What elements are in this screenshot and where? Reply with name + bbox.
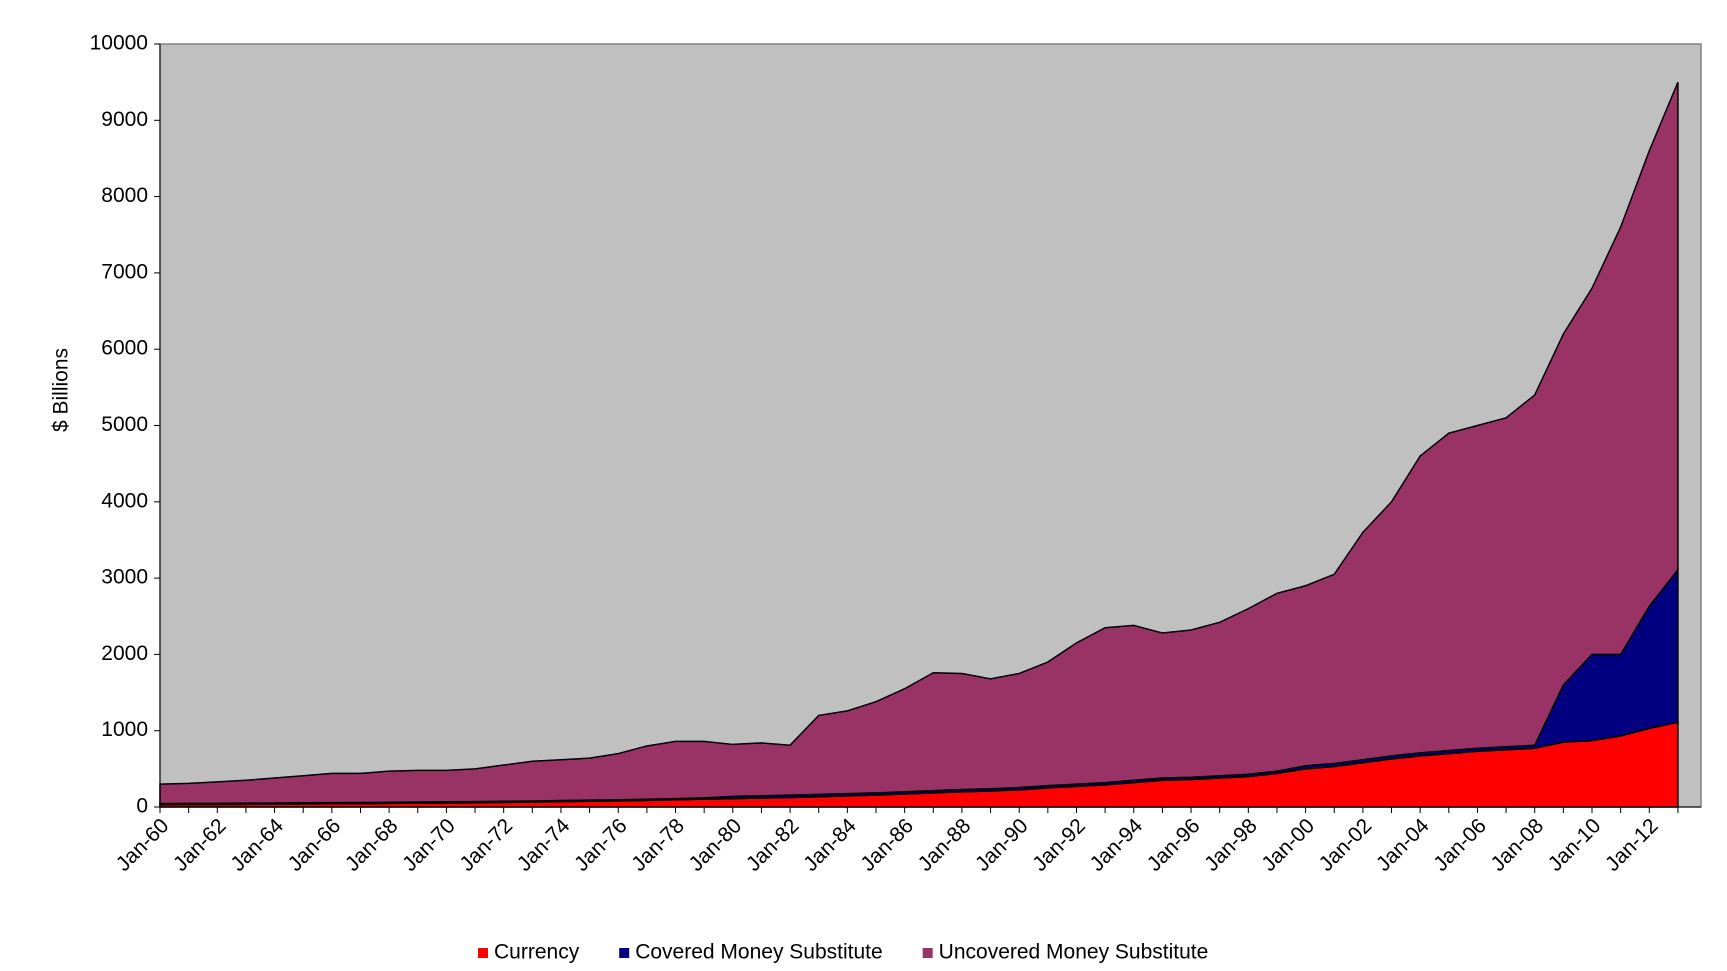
x-tick-label: Jan-90: [971, 814, 1033, 876]
y-tick-label: 3000: [101, 566, 148, 589]
x-tick-label: Jan-64: [226, 814, 288, 876]
area: [159, 81, 1679, 805]
legend: Currency Covered Money Substitute Uncovere…: [478, 941, 1208, 964]
x-tick-label: Jan-94: [1086, 814, 1148, 876]
x-tick-label: Jan-08: [1487, 814, 1549, 876]
x-tick-label: Jan-00: [1257, 814, 1319, 876]
y-tick-label: 7000: [101, 260, 148, 283]
x-tick-label: Jan-74: [513, 814, 575, 876]
x-tick-label: Jan-06: [1429, 814, 1491, 876]
legend-label: Covered Money Substitute: [635, 941, 882, 964]
x-tick-label: Jan-82: [742, 814, 804, 876]
y-tick-label: 9000: [101, 108, 148, 131]
y-tick-label: 6000: [101, 337, 148, 360]
x-tick-label: Jan-04: [1372, 814, 1434, 876]
x-tick-label: Jan-78: [627, 814, 689, 876]
x-tick-label: Jan-60: [112, 814, 174, 876]
x-tick-label: Jan-88: [914, 814, 976, 876]
x-tick-label: Jan-02: [1315, 814, 1377, 876]
legend-label: Uncovered Money Substitute: [939, 941, 1209, 964]
x-tick-label: Jan-12: [1601, 814, 1663, 876]
legend-swatch: [619, 948, 630, 958]
y-tick-label: 1000: [101, 718, 148, 741]
legend-swatch: [478, 948, 488, 958]
legend-label: Currency: [494, 941, 580, 964]
x-tick-label: Jan-70: [398, 814, 460, 876]
x-tick-label: Jan-10: [1544, 814, 1606, 876]
x-tick-label: Jan-72: [455, 814, 517, 876]
y-tick-label: 8000: [101, 184, 148, 207]
y-tick-label: 0: [136, 795, 148, 818]
x-tick-label: Jan-84: [799, 814, 861, 876]
x-tick-label: Jan-80: [685, 814, 747, 876]
x-tick-label: Jan-66: [284, 814, 346, 876]
y-tick-label: 4000: [101, 489, 148, 512]
x-tick-label: Jan-86: [856, 814, 918, 876]
x-tick-label: Jan-92: [1028, 814, 1090, 876]
y-tick-label: 10000: [90, 32, 148, 55]
x-tick-label: Jan-98: [1200, 814, 1262, 876]
x-tick-label: Jan-62: [169, 814, 231, 876]
x-tick-label: Jan-76: [570, 814, 632, 876]
y-axis-label: $ Billions: [50, 348, 73, 432]
x-tick-label: Jan-68: [341, 814, 403, 876]
y-tick-label: 5000: [101, 413, 148, 436]
x-tick-label: Jan-96: [1143, 814, 1205, 876]
legend-swatch: [922, 948, 933, 958]
y-tick-label: 2000: [101, 642, 148, 665]
